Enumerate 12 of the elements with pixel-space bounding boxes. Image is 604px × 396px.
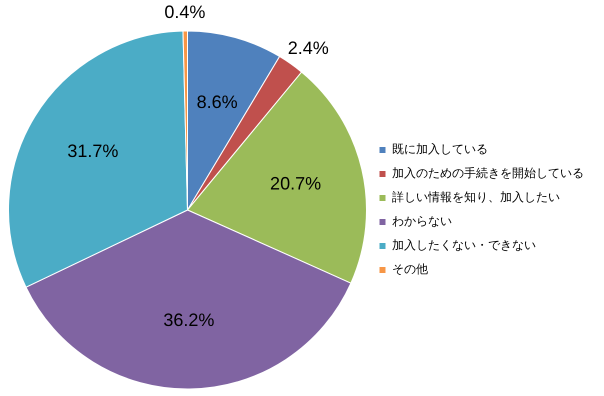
legend-label: その他 bbox=[392, 262, 428, 276]
data-label: 2.4% bbox=[288, 38, 329, 58]
data-label: 0.4% bbox=[164, 2, 206, 22]
legend-label: 加入のための手続きを開始している bbox=[392, 166, 584, 180]
legend-label: 詳しい情報を知り、加入したい bbox=[392, 190, 560, 204]
data-label: 8.6% bbox=[196, 92, 238, 112]
legend-label: わからない bbox=[392, 214, 452, 228]
legend-label: 既に加入している bbox=[392, 142, 488, 156]
data-label: 31.7% bbox=[67, 140, 118, 161]
data-label: 36.2% bbox=[163, 310, 214, 330]
data-label: 20.7% bbox=[270, 174, 322, 194]
legend-label: 加入したくない・できない bbox=[392, 238, 536, 252]
